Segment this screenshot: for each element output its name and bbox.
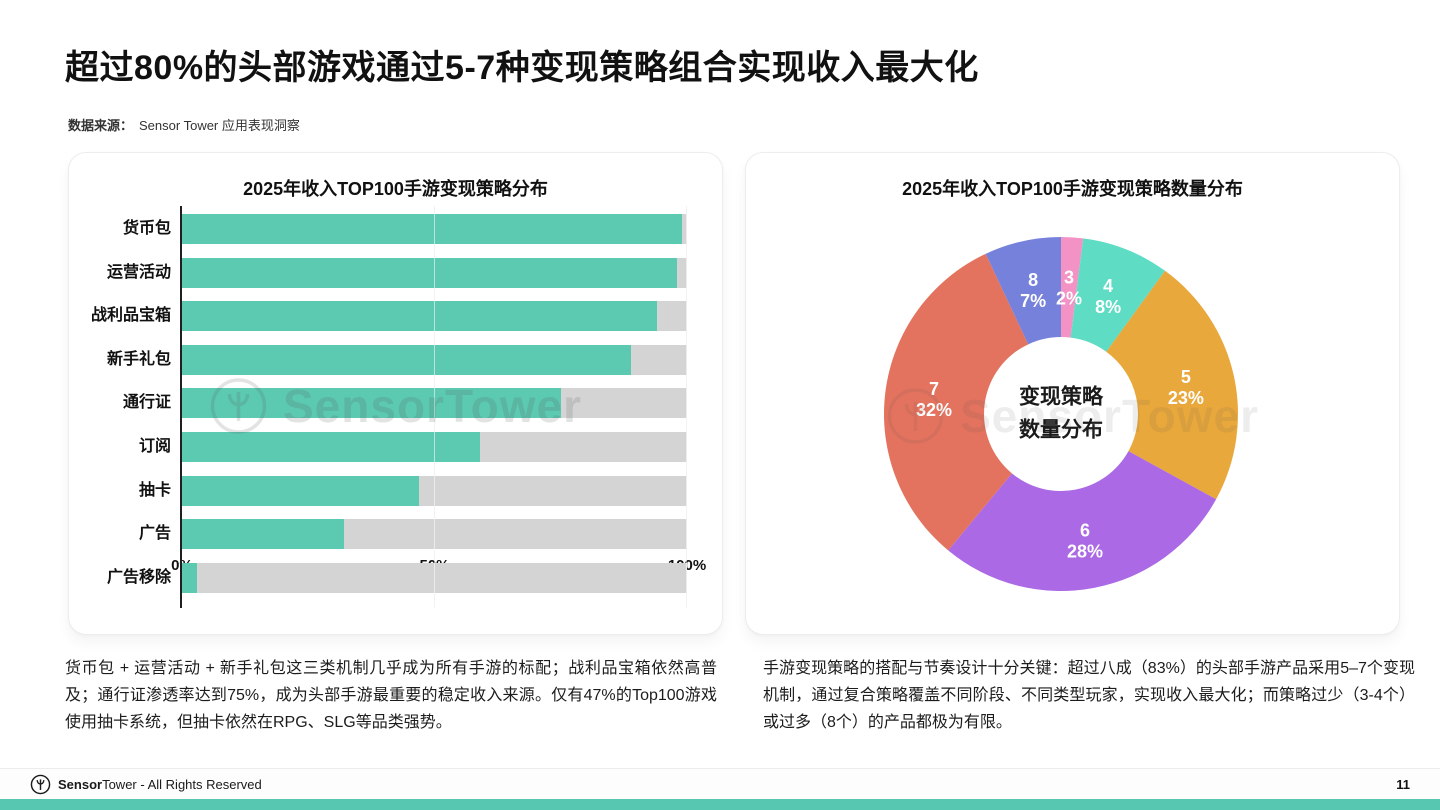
bar-category-label: 战利品宝箱 [90, 307, 171, 325]
donut-center-line2: 数量分布 [1019, 418, 1103, 441]
bar-category-label: 货币包 [122, 220, 171, 237]
bar-chart-plot: 货币包运营活动战利品宝箱新手礼包通行证订阅抽卡广告广告移除 [69, 206, 722, 608]
bar-category-label: 广告移除 [106, 568, 171, 586]
bar-fill [182, 388, 561, 419]
donut-segment-6 [948, 451, 1217, 591]
bar-row: 新手礼包 [69, 344, 722, 375]
bar-track [182, 388, 687, 419]
gridline [433, 206, 435, 608]
footer-brand: SensorTower - All Rights Reserved [30, 774, 262, 795]
bar-row: 广告移除 [69, 562, 722, 593]
donut-segment-label: 7 32% [916, 379, 952, 420]
bar-fill [182, 475, 420, 506]
bar-chart-note: 货币包 + 运营活动 + 新手礼包这三类机制几乎成为所有手游的标配；战利品宝箱依… [65, 660, 717, 731]
bar-row: 战利品宝箱 [69, 301, 722, 332]
bar-row: 广告 [69, 519, 722, 550]
bar-category-label: 新手礼包 [106, 350, 171, 368]
bar-fill [182, 432, 480, 462]
donut-chart-card: 2025年收入TOP100手游变现策略数量分布 3 2% 4 8% 5 23% 6 28% 7 3… [745, 152, 1400, 635]
footer-brand-bold: Sensor [58, 776, 103, 792]
bar-category-label: 抽卡 [138, 481, 171, 499]
donut-segment-5 [1106, 270, 1238, 500]
donut-segment-label: 3 2% [1056, 267, 1082, 308]
donut-chart-title: 2025年收入TOP100手游变现策略数量分布 [902, 179, 1243, 199]
bottom-accent-bar [0, 799, 1440, 810]
bar-category-label: 广告 [138, 525, 171, 543]
bar-track [182, 257, 687, 288]
footer-rights: - All Rights Reserved [140, 776, 262, 792]
bar-track [182, 475, 687, 506]
donut-center-line1: 变现策略 [1019, 385, 1103, 409]
bar-fill [182, 301, 657, 332]
donut-segment-label: 6 28% [1067, 521, 1103, 562]
donut-segment-8 [985, 237, 1061, 345]
bar-track [182, 432, 687, 462]
bar-chart-card: 2025年收入TOP100手游变现策略分布 货币包运营活动战利品宝箱新手礼包通行… [68, 152, 723, 635]
donut-chart-note: 手游变现策略的搭配与节奏设计十分关键：超过八成（83%）的头部手游产品采用5–7… [763, 660, 1415, 731]
donut-segment-7 [884, 253, 1029, 551]
data-source: 数据来源： Sensor Tower 应用表现洞察 [68, 115, 300, 134]
y-axis-line [180, 206, 182, 608]
gridline [686, 206, 687, 608]
donut-segment-3 [1061, 237, 1084, 338]
bar-fill [182, 562, 198, 593]
donut-segment-label: 5 23% [1168, 367, 1204, 408]
donut-segment-label: 8 7% [1020, 270, 1046, 311]
bar-category-label: 订阅 [138, 438, 171, 455]
bar-row: 货币包 [69, 214, 722, 244]
bar-track [182, 519, 687, 550]
bar-category-label: 通行证 [122, 394, 171, 412]
data-source-label: 数据来源： [68, 118, 134, 133]
bar-fill [182, 344, 632, 375]
donut-segment-4 [1070, 238, 1166, 352]
donut-center-label: 变现策略 数量分布 [1019, 381, 1103, 446]
donut-chart: 3 2% 4 8% 5 23% 6 28% 7 32% 8 7% [884, 237, 1238, 591]
bar-fill [182, 519, 344, 550]
bar-track [182, 562, 687, 593]
footer: SensorTower - All Rights Reserved 11 [0, 768, 1440, 799]
bar-fill [182, 257, 677, 288]
bar-category-label: 运营活动 [106, 263, 171, 281]
bar-row: 订阅 [69, 432, 722, 462]
page-number: 11 [1396, 776, 1410, 792]
bar-chart-title: 2025年收入TOP100手游变现策略分布 [243, 179, 548, 199]
data-source-value: Sensor Tower 应用表现洞察 [139, 118, 300, 133]
sensor-tower-logo-icon [30, 774, 51, 794]
bar-row: 运营活动 [69, 257, 722, 288]
page-title: 超过80%的头部游戏通过5-7种变现策略组合实现收入最大化 [65, 49, 979, 87]
bar-track [182, 344, 687, 375]
bar-row: 通行证 [69, 388, 722, 419]
footer-brand-regular: Tower [102, 776, 137, 792]
bar-fill [182, 214, 682, 244]
bar-row: 抽卡 [69, 475, 722, 506]
bar-track [182, 301, 687, 332]
donut-segment-label: 4 8% [1095, 276, 1121, 317]
bar-track [182, 214, 687, 244]
